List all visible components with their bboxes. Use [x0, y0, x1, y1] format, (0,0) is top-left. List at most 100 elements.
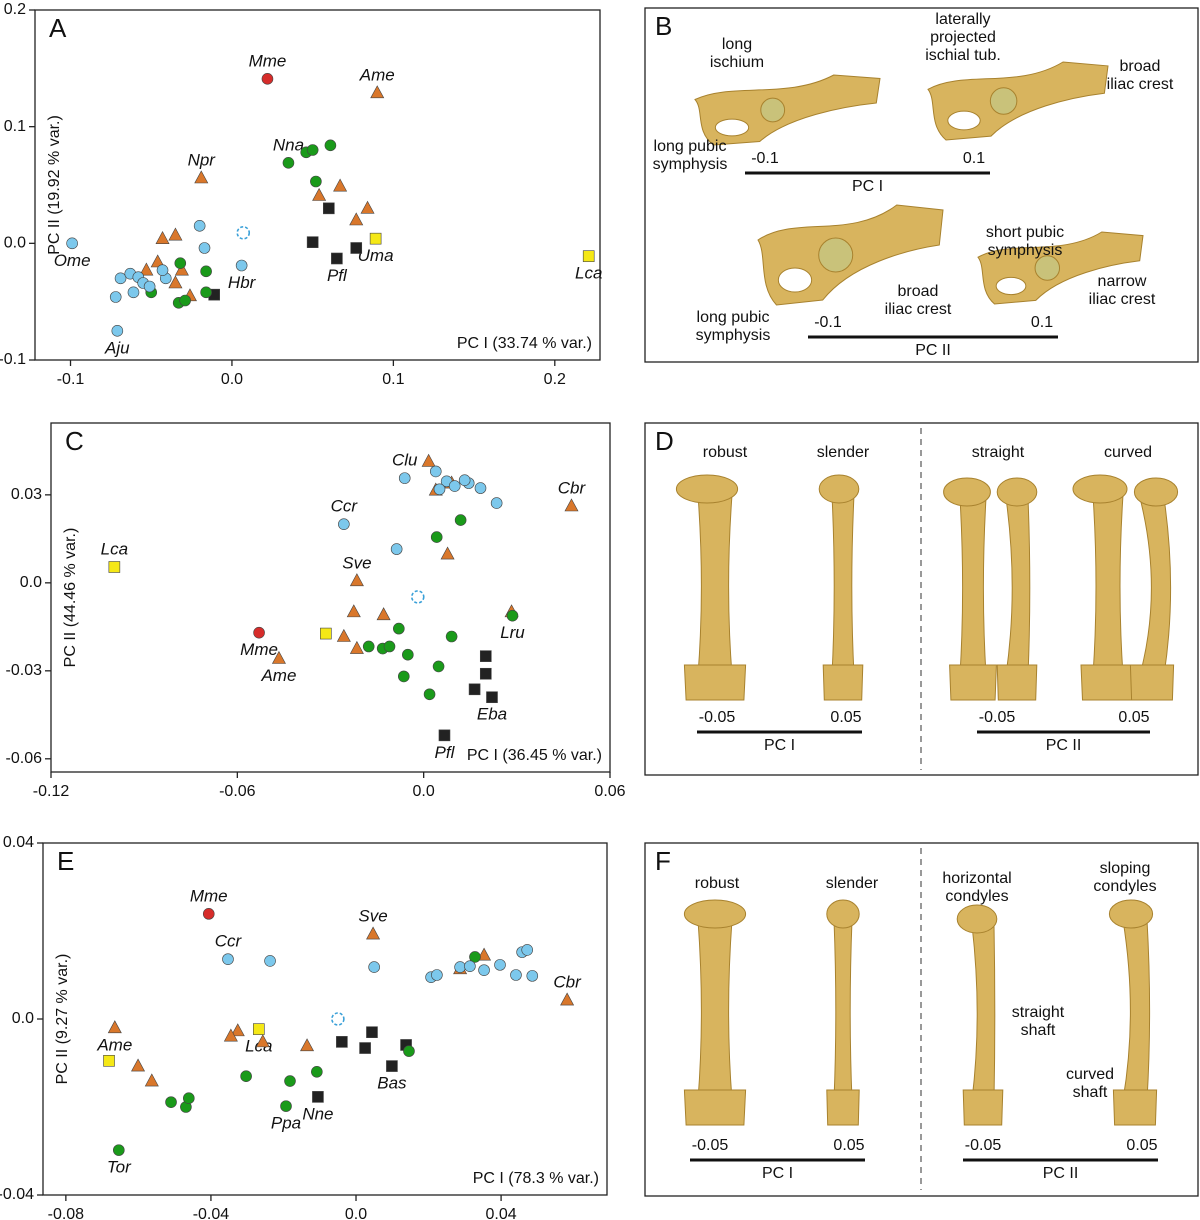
point — [423, 688, 436, 701]
point — [143, 280, 156, 293]
annotation: long — [722, 36, 752, 53]
y-tick-label: -0.03 — [6, 662, 43, 679]
point-label: Ppa — [271, 1114, 301, 1133]
point — [454, 514, 467, 526]
scale-axis: PC I — [764, 737, 795, 754]
annotation: iliac crest — [885, 301, 952, 318]
annotation: short pubic — [986, 224, 1064, 241]
shaft — [1005, 497, 1031, 676]
point — [464, 960, 476, 973]
point — [336, 1036, 348, 1048]
point-label: Nne — [302, 1104, 333, 1123]
point — [253, 1023, 265, 1035]
panel-letter: A — [49, 13, 67, 43]
annotation: condyles — [1093, 878, 1156, 895]
proximal-end — [943, 477, 991, 507]
point — [108, 561, 121, 573]
point — [271, 650, 286, 664]
point — [222, 953, 234, 965]
point — [223, 1028, 238, 1042]
x-tick-label: -0.1 — [57, 371, 85, 388]
acetabulum — [818, 237, 854, 273]
point-label: Bas — [377, 1074, 407, 1093]
proximal-end — [826, 899, 860, 929]
y-axis-label: PC II (44.46 % var.) — [62, 528, 79, 668]
x-axis-label: PC I (33.74 % var.) — [457, 335, 592, 352]
point — [156, 264, 169, 276]
point — [398, 472, 411, 484]
annotation: symphysis — [988, 242, 1063, 259]
point — [336, 628, 351, 642]
scale-axis: PC II — [1046, 737, 1082, 754]
x-axis-label: PC I (78.3 % var.) — [473, 1170, 599, 1187]
annotation: symphysis — [696, 327, 771, 344]
shaft — [1139, 497, 1172, 676]
y-axis-label: PC II (9.27 % var.) — [54, 954, 71, 1085]
distal-end — [822, 664, 864, 701]
point — [349, 640, 364, 654]
annotation: shaft — [1073, 1084, 1108, 1101]
scale-min: -0.05 — [979, 709, 1016, 726]
point — [322, 202, 335, 215]
panel-letter: B — [655, 11, 672, 41]
annotation: horizontal — [942, 870, 1011, 887]
scale-min: -0.05 — [965, 1137, 1002, 1154]
x-tick-label: -0.06 — [219, 783, 256, 800]
point-label: Pfl — [435, 743, 456, 762]
point — [479, 650, 492, 662]
point — [66, 237, 78, 250]
proximal-end — [1108, 899, 1154, 929]
point — [560, 992, 575, 1006]
point — [397, 670, 410, 683]
point — [200, 265, 212, 278]
point — [368, 961, 380, 973]
point — [393, 622, 405, 635]
annotation: robust — [695, 875, 740, 892]
shaft — [697, 494, 733, 676]
point — [390, 543, 403, 555]
point-label: Lru — [500, 623, 525, 642]
distal-end — [962, 1089, 1004, 1126]
point — [312, 1091, 324, 1103]
annotation: broad — [898, 283, 939, 300]
point — [127, 286, 140, 299]
point — [139, 262, 154, 276]
distal-end — [1112, 1089, 1158, 1126]
point-label: Cbr — [553, 973, 582, 992]
scale-max: 0.05 — [1126, 1137, 1157, 1154]
point — [333, 178, 348, 192]
point — [477, 947, 492, 961]
point-label: Mme — [190, 886, 228, 905]
point — [261, 73, 274, 85]
distal-end — [1129, 664, 1175, 701]
scale-axis: PC I — [852, 178, 883, 195]
annotation: straight — [972, 444, 1025, 461]
annotation: slender — [826, 875, 879, 892]
annotation: long pubic — [697, 309, 770, 326]
point — [284, 1075, 296, 1087]
x-axis-label: PC I (36.45 % var.) — [467, 747, 602, 764]
shaft — [959, 497, 987, 676]
plot-frame — [42, 842, 608, 1196]
point — [320, 627, 332, 640]
point — [421, 453, 436, 467]
y-tick-label: -0.1 — [0, 351, 26, 368]
y-axis-label: PC II (19.92 % var.) — [46, 115, 63, 255]
point — [478, 964, 490, 976]
point — [490, 497, 503, 509]
point — [300, 1038, 315, 1052]
point — [165, 1096, 177, 1108]
point — [366, 926, 381, 940]
point-label: Uma — [358, 246, 394, 265]
point — [362, 640, 375, 653]
point — [131, 1058, 146, 1072]
point — [312, 187, 327, 201]
point — [448, 480, 461, 492]
annotation: robust — [703, 444, 748, 461]
point — [486, 691, 498, 704]
annotation: ischial tub. — [925, 47, 1001, 64]
point — [440, 546, 455, 560]
point — [350, 242, 363, 254]
point-label: Aju — [104, 338, 130, 357]
